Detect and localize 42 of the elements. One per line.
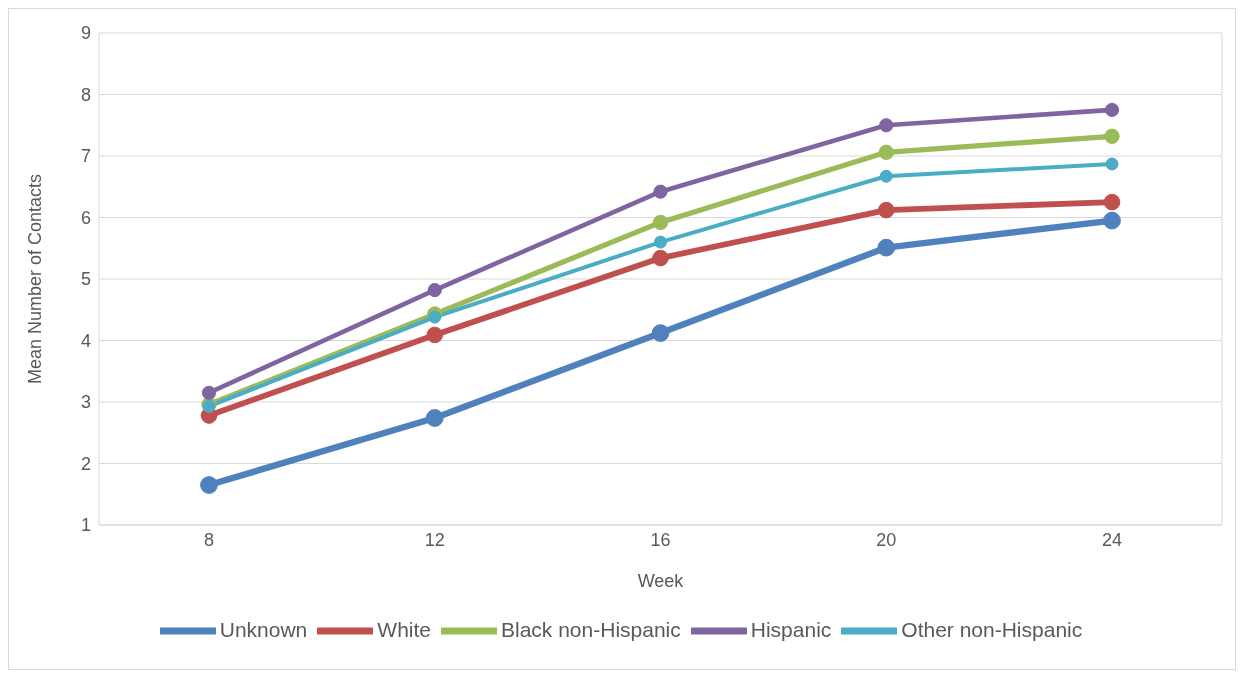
x-tick-label: 8 xyxy=(203,529,215,550)
point xyxy=(653,184,668,199)
y-tick-label: 4 xyxy=(80,330,91,351)
x-axis-title: Week xyxy=(637,571,685,591)
point xyxy=(428,310,442,324)
y-tick-label: 9 xyxy=(80,23,91,44)
legend-label: Other non-Hispanic xyxy=(901,617,1083,641)
point xyxy=(201,385,217,400)
point xyxy=(877,238,896,257)
point xyxy=(200,476,218,494)
point xyxy=(877,201,895,219)
legend-label: Hispanic xyxy=(750,617,832,641)
point xyxy=(879,118,894,133)
point xyxy=(1105,157,1119,171)
x-tick-label: 16 xyxy=(650,529,671,550)
point xyxy=(426,326,444,344)
point xyxy=(427,282,442,298)
y-tick-label: 2 xyxy=(80,453,91,474)
y-tick-label: 7 xyxy=(80,146,91,167)
x-tick-label: 24 xyxy=(1101,529,1123,550)
y-tick-label: 3 xyxy=(80,392,91,413)
y-tick-label: 5 xyxy=(80,269,91,290)
point xyxy=(1104,102,1120,117)
point xyxy=(652,214,669,231)
point xyxy=(878,144,894,161)
point xyxy=(1104,128,1120,145)
y-tick-label: 8 xyxy=(80,84,91,105)
point xyxy=(425,409,444,427)
x-tick-label: 20 xyxy=(876,529,897,550)
point xyxy=(1103,211,1121,230)
legend-label: Black non-Hispanic xyxy=(501,617,681,641)
y-tick-label: 1 xyxy=(80,515,91,536)
point xyxy=(652,249,669,267)
legend-label: Unknown xyxy=(219,617,308,641)
point xyxy=(654,235,667,249)
legend-label: White xyxy=(377,617,431,641)
y-axis-title: Mean Number of Contacts xyxy=(25,173,46,385)
point xyxy=(879,169,893,183)
point xyxy=(651,324,670,343)
point xyxy=(1103,193,1121,211)
y-tick-label: 6 xyxy=(80,207,91,228)
x-tick-label: 12 xyxy=(424,529,445,550)
